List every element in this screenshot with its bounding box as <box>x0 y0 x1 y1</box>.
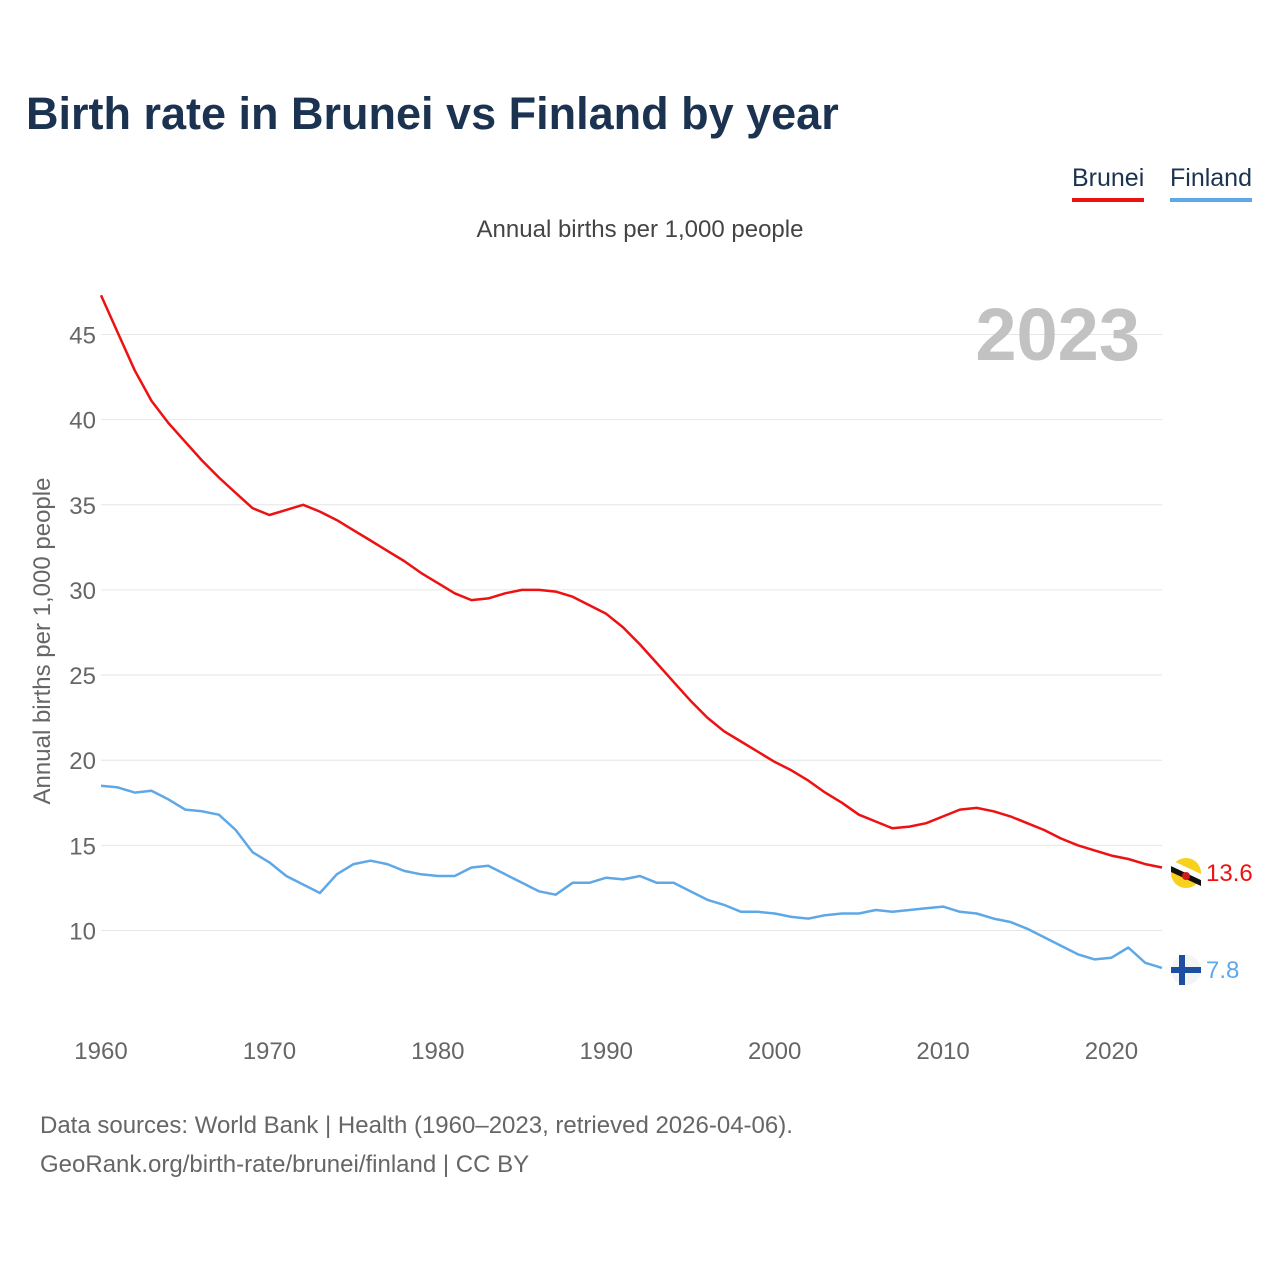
x-tick-label: 2020 <box>1085 1038 1138 1065</box>
y-tick-label: 10 <box>69 918 96 945</box>
y-tick-label: 35 <box>69 493 96 520</box>
y-tick-label: 45 <box>69 322 96 349</box>
series-line-brunei <box>99 294 1163 869</box>
gridlines <box>101 333 1162 931</box>
year-watermark: 2023 <box>975 293 1140 376</box>
series-line-finland <box>100 784 1163 970</box>
x-tick-label: 2000 <box>748 1038 801 1065</box>
y-tick-label: 30 <box>69 578 96 605</box>
x-tick-label: 1980 <box>411 1038 464 1065</box>
x-tick-label: 1990 <box>580 1038 633 1065</box>
data-sources: Data sources: World Bank | Health (1960–… <box>40 1106 793 1184</box>
x-axis-ticks: 1960 1970 1980 1990 2000 2010 2020 <box>74 1038 1138 1065</box>
legend-item-finland[interactable]: Finland <box>1170 164 1252 202</box>
series-lines <box>99 294 1163 970</box>
sources-line-2[interactable]: GeoRank.org/birth-rate/brunei/finland | … <box>40 1151 530 1178</box>
end-label-finland: 7.8 <box>1206 957 1239 984</box>
brunei-flag-icon <box>1171 858 1201 888</box>
y-tick-label: 20 <box>69 748 96 775</box>
x-tick-label: 1960 <box>74 1038 127 1065</box>
x-tick-label: 2010 <box>916 1038 969 1065</box>
y-axis-ticks: 10 15 20 25 30 35 40 45 <box>69 322 96 945</box>
end-label-brunei: 13.6 <box>1206 860 1253 887</box>
y-tick-label: 40 <box>69 408 96 435</box>
x-tick-label: 1970 <box>243 1038 296 1065</box>
y-tick-label: 25 <box>69 663 96 690</box>
finland-flag-icon <box>1171 955 1201 985</box>
end-markers: 13.6 7.8 <box>1171 858 1253 985</box>
y-tick-label: 15 <box>69 833 96 860</box>
sources-line-1: Data sources: World Bank | Health (1960–… <box>40 1112 793 1139</box>
legend-item-brunei[interactable]: Brunei <box>1072 164 1145 202</box>
y-axis-title: Annual births per 1,000 people <box>29 478 56 805</box>
chart-subtitle: Annual births per 1,000 people <box>476 216 804 243</box>
chart-title: Birth rate in Brunei vs Finland by year <box>26 88 839 139</box>
